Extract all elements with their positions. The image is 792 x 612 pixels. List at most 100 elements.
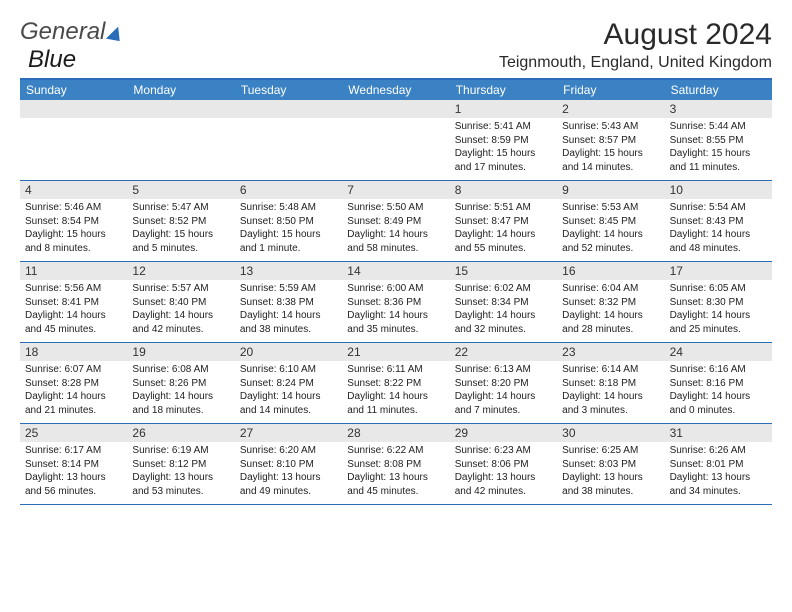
day-cell (235, 100, 342, 180)
logo-triangle-icon (106, 25, 122, 41)
daylight-text: Daylight: 14 hours and 38 minutes. (240, 309, 337, 336)
daylight-text: Daylight: 14 hours and 21 minutes. (25, 390, 122, 417)
sunrise-text: Sunrise: 6:19 AM (132, 444, 229, 458)
sunrise-text: Sunrise: 5:56 AM (25, 282, 122, 296)
sunset-text: Sunset: 8:32 PM (562, 296, 659, 310)
daylight-text: Daylight: 14 hours and 55 minutes. (455, 228, 552, 255)
sunrise-text: Sunrise: 5:46 AM (25, 201, 122, 215)
day-cell: 23Sunrise: 6:14 AMSunset: 8:18 PMDayligh… (557, 343, 664, 423)
sunset-text: Sunset: 8:24 PM (240, 377, 337, 391)
dayname-fri: Friday (557, 80, 664, 100)
day-cell: 5Sunrise: 5:47 AMSunset: 8:52 PMDaylight… (127, 181, 234, 261)
day-number: 28 (342, 424, 449, 442)
day-details: Sunrise: 5:47 AMSunset: 8:52 PMDaylight:… (127, 199, 234, 261)
day-names-row: Sunday Monday Tuesday Wednesday Thursday… (20, 80, 772, 100)
daylight-text: Daylight: 13 hours and 49 minutes. (240, 471, 337, 498)
sunrise-text: Sunrise: 6:17 AM (25, 444, 122, 458)
day-number: 23 (557, 343, 664, 361)
day-number: 14 (342, 262, 449, 280)
day-cell: 6Sunrise: 5:48 AMSunset: 8:50 PMDaylight… (235, 181, 342, 261)
day-details: Sunrise: 5:51 AMSunset: 8:47 PMDaylight:… (450, 199, 557, 261)
day-details: Sunrise: 6:23 AMSunset: 8:06 PMDaylight:… (450, 442, 557, 504)
sunrise-text: Sunrise: 6:08 AM (132, 363, 229, 377)
day-number: 20 (235, 343, 342, 361)
day-number: 6 (235, 181, 342, 199)
daylight-text: Daylight: 15 hours and 11 minutes. (670, 147, 767, 174)
day-details: Sunrise: 6:26 AMSunset: 8:01 PMDaylight:… (665, 442, 772, 504)
day-number: 27 (235, 424, 342, 442)
dayname-thu: Thursday (450, 80, 557, 100)
day-cell: 31Sunrise: 6:26 AMSunset: 8:01 PMDayligh… (665, 424, 772, 504)
day-details: Sunrise: 6:16 AMSunset: 8:16 PMDaylight:… (665, 361, 772, 423)
sunset-text: Sunset: 8:30 PM (670, 296, 767, 310)
day-number: 1 (450, 100, 557, 118)
daylight-text: Daylight: 15 hours and 14 minutes. (562, 147, 659, 174)
daylight-text: Daylight: 14 hours and 18 minutes. (132, 390, 229, 417)
daylight-text: Daylight: 14 hours and 11 minutes. (347, 390, 444, 417)
day-cell: 28Sunrise: 6:22 AMSunset: 8:08 PMDayligh… (342, 424, 449, 504)
sunrise-text: Sunrise: 5:54 AM (670, 201, 767, 215)
day-number: 3 (665, 100, 772, 118)
sunrise-text: Sunrise: 5:41 AM (455, 120, 552, 134)
day-details: Sunrise: 5:44 AMSunset: 8:55 PMDaylight:… (665, 118, 772, 180)
sunrise-text: Sunrise: 5:43 AM (562, 120, 659, 134)
sunrise-text: Sunrise: 6:07 AM (25, 363, 122, 377)
sunrise-text: Sunrise: 6:04 AM (562, 282, 659, 296)
sunset-text: Sunset: 8:49 PM (347, 215, 444, 229)
day-number: 17 (665, 262, 772, 280)
day-details: Sunrise: 6:25 AMSunset: 8:03 PMDaylight:… (557, 442, 664, 504)
day-number: 5 (127, 181, 234, 199)
logo-blue: Blue (28, 46, 76, 74)
sunset-text: Sunset: 8:06 PM (455, 458, 552, 472)
daylight-text: Daylight: 13 hours and 38 minutes. (562, 471, 659, 498)
sunset-text: Sunset: 8:52 PM (132, 215, 229, 229)
sunset-text: Sunset: 8:28 PM (25, 377, 122, 391)
day-number (342, 100, 449, 118)
sunrise-text: Sunrise: 6:02 AM (455, 282, 552, 296)
day-number: 2 (557, 100, 664, 118)
day-cell: 12Sunrise: 5:57 AMSunset: 8:40 PMDayligh… (127, 262, 234, 342)
sunrise-text: Sunrise: 5:44 AM (670, 120, 767, 134)
day-details (235, 118, 342, 178)
day-number: 13 (235, 262, 342, 280)
sunrise-text: Sunrise: 6:13 AM (455, 363, 552, 377)
sunset-text: Sunset: 8:57 PM (562, 134, 659, 148)
sunrise-text: Sunrise: 5:47 AM (132, 201, 229, 215)
day-details: Sunrise: 5:54 AMSunset: 8:43 PMDaylight:… (665, 199, 772, 261)
day-number: 21 (342, 343, 449, 361)
day-cell: 1Sunrise: 5:41 AMSunset: 8:59 PMDaylight… (450, 100, 557, 180)
day-number: 26 (127, 424, 234, 442)
daylight-text: Daylight: 15 hours and 1 minute. (240, 228, 337, 255)
day-details: Sunrise: 6:00 AMSunset: 8:36 PMDaylight:… (342, 280, 449, 342)
sunrise-text: Sunrise: 5:53 AM (562, 201, 659, 215)
week-row: 18Sunrise: 6:07 AMSunset: 8:28 PMDayligh… (20, 343, 772, 424)
daylight-text: Daylight: 14 hours and 0 minutes. (670, 390, 767, 417)
day-cell: 30Sunrise: 6:25 AMSunset: 8:03 PMDayligh… (557, 424, 664, 504)
sunset-text: Sunset: 8:18 PM (562, 377, 659, 391)
day-cell: 13Sunrise: 5:59 AMSunset: 8:38 PMDayligh… (235, 262, 342, 342)
day-number: 9 (557, 181, 664, 199)
sunset-text: Sunset: 8:12 PM (132, 458, 229, 472)
day-cell (20, 100, 127, 180)
day-details: Sunrise: 6:04 AMSunset: 8:32 PMDaylight:… (557, 280, 664, 342)
day-details: Sunrise: 6:10 AMSunset: 8:24 PMDaylight:… (235, 361, 342, 423)
day-cell: 7Sunrise: 5:50 AMSunset: 8:49 PMDaylight… (342, 181, 449, 261)
daylight-text: Daylight: 14 hours and 58 minutes. (347, 228, 444, 255)
sunrise-text: Sunrise: 6:00 AM (347, 282, 444, 296)
day-cell: 17Sunrise: 6:05 AMSunset: 8:30 PMDayligh… (665, 262, 772, 342)
dayname-sun: Sunday (20, 80, 127, 100)
day-number: 22 (450, 343, 557, 361)
day-number: 15 (450, 262, 557, 280)
sunrise-text: Sunrise: 6:11 AM (347, 363, 444, 377)
day-cell: 27Sunrise: 6:20 AMSunset: 8:10 PMDayligh… (235, 424, 342, 504)
day-cell: 22Sunrise: 6:13 AMSunset: 8:20 PMDayligh… (450, 343, 557, 423)
day-number: 24 (665, 343, 772, 361)
sunset-text: Sunset: 8:34 PM (455, 296, 552, 310)
day-details: Sunrise: 6:20 AMSunset: 8:10 PMDaylight:… (235, 442, 342, 504)
daylight-text: Daylight: 13 hours and 45 minutes. (347, 471, 444, 498)
calendar: Sunday Monday Tuesday Wednesday Thursday… (20, 78, 772, 505)
day-cell: 18Sunrise: 6:07 AMSunset: 8:28 PMDayligh… (20, 343, 127, 423)
day-cell: 9Sunrise: 5:53 AMSunset: 8:45 PMDaylight… (557, 181, 664, 261)
day-cell: 29Sunrise: 6:23 AMSunset: 8:06 PMDayligh… (450, 424, 557, 504)
day-details (342, 118, 449, 178)
